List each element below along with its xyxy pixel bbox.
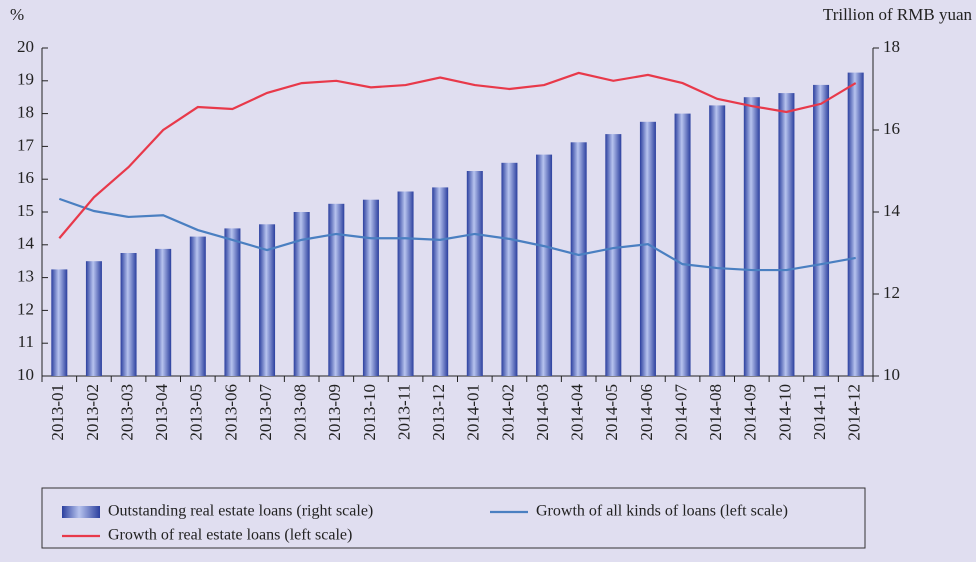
x-tick-label: 2013-12 xyxy=(429,384,448,441)
x-tick-label: 2014-09 xyxy=(741,384,760,441)
x-tick-label: 2014-11 xyxy=(810,384,829,440)
x-tick-label: 2014-12 xyxy=(845,384,864,441)
x-tick-label: 2013-11 xyxy=(394,384,413,440)
y-tick-label: 17 xyxy=(17,135,35,154)
bar xyxy=(778,93,795,376)
bar xyxy=(570,142,587,376)
bar xyxy=(709,105,726,377)
x-tick-label: 2013-03 xyxy=(117,384,136,441)
bar xyxy=(432,187,449,376)
y-tick-label: 20 xyxy=(17,37,34,56)
bar xyxy=(743,97,760,376)
x-tick-label: 2013-02 xyxy=(83,384,102,441)
legend-label: Growth of real estate loans (left scale) xyxy=(108,527,352,544)
bar xyxy=(293,212,310,376)
bar xyxy=(813,84,830,377)
x-tick-label: 2014-06 xyxy=(637,384,656,441)
legend-label: Growth of all kinds of loans (left scale… xyxy=(536,503,788,520)
legend-box xyxy=(41,487,866,549)
legend-label: Outstanding real estate loans (right sca… xyxy=(108,503,373,520)
y2-axis-label: Trillion of RMB yuan xyxy=(823,5,973,24)
bar xyxy=(328,203,345,376)
y-tick-label: 11 xyxy=(18,332,34,351)
x-tick-label: 2013-06 xyxy=(221,384,240,441)
bar xyxy=(362,199,379,376)
bar xyxy=(120,253,137,376)
x-tick-label: 2014-05 xyxy=(602,384,621,441)
bar xyxy=(397,191,414,376)
y2-tick-label: 16 xyxy=(883,119,900,138)
bar xyxy=(155,248,172,376)
y-tick-label: 16 xyxy=(17,168,34,187)
x-tick-label: 2014-03 xyxy=(533,384,552,441)
y-tick-label: 12 xyxy=(17,299,34,318)
bar xyxy=(536,154,553,376)
bar xyxy=(85,261,102,376)
y-tick-label: 13 xyxy=(17,267,34,286)
x-tick-label: 2014-04 xyxy=(568,384,587,441)
x-tick-label: 2013-09 xyxy=(325,384,344,441)
bar xyxy=(605,134,622,376)
y2-tick-label: 18 xyxy=(883,37,900,56)
bar xyxy=(51,269,68,376)
x-tick-label: 2013-04 xyxy=(152,384,171,441)
y-axis-label: % xyxy=(10,5,24,24)
y-tick-label: 14 xyxy=(17,234,35,253)
bar xyxy=(501,162,518,376)
bar xyxy=(259,224,276,376)
y2-tick-label: 14 xyxy=(883,201,901,220)
line xyxy=(58,71,857,239)
x-tick-label: 2013-08 xyxy=(291,384,310,441)
y-tick-label: 15 xyxy=(17,201,34,220)
line xyxy=(58,197,856,272)
bar xyxy=(639,121,656,376)
y-tick-label: 10 xyxy=(17,365,34,384)
y2-tick-label: 10 xyxy=(883,365,900,384)
bar xyxy=(847,72,864,376)
x-tick-label: 2013-01 xyxy=(48,384,67,441)
x-tick-label: 2014-01 xyxy=(464,384,483,441)
legend-swatch xyxy=(62,506,100,518)
y-tick-label: 19 xyxy=(17,70,34,89)
y2-tick-label: 12 xyxy=(883,283,900,302)
x-tick-label: 2014-08 xyxy=(706,384,725,441)
y-tick-label: 18 xyxy=(17,103,34,122)
x-tick-label: 2014-10 xyxy=(775,384,794,441)
x-tick-label: 2014-07 xyxy=(671,384,690,441)
bar xyxy=(189,236,206,376)
bar xyxy=(674,113,691,376)
x-tick-label: 2014-02 xyxy=(498,384,517,441)
x-tick-label: 2013-10 xyxy=(360,384,379,441)
bar xyxy=(466,171,483,376)
x-tick-label: 2013-05 xyxy=(187,384,206,441)
bar xyxy=(224,228,241,376)
x-tick-label: 2013-07 xyxy=(256,384,275,441)
